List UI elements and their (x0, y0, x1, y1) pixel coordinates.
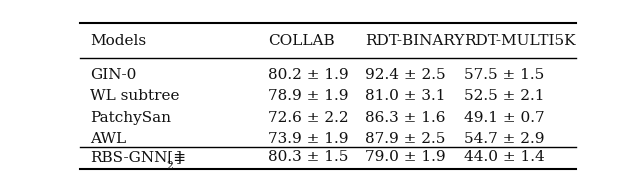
Text: 80.3 ± 1.5: 80.3 ± 1.5 (269, 151, 349, 164)
Text: RBS-GNN[≡: RBS-GNN[≡ (90, 151, 186, 164)
Text: COLLAB: COLLAB (269, 34, 335, 48)
Text: ]: ] (176, 151, 182, 164)
Text: Models: Models (90, 34, 146, 48)
Text: 72.6 ± 2.2: 72.6 ± 2.2 (269, 111, 349, 125)
Text: 73.9 ± 1.9: 73.9 ± 1.9 (269, 132, 349, 146)
Text: 86.3 ± 1.6: 86.3 ± 1.6 (365, 111, 445, 125)
Text: RDT-MULTI5K: RDT-MULTI5K (465, 34, 576, 48)
Text: 54.7 ± 2.9: 54.7 ± 2.9 (465, 132, 545, 146)
Text: 49.1 ± 0.7: 49.1 ± 0.7 (465, 111, 545, 125)
Text: 79.0 ± 1.9: 79.0 ± 1.9 (365, 151, 446, 164)
Text: AWL: AWL (90, 132, 126, 146)
Text: 52.5 ± 2.1: 52.5 ± 2.1 (465, 89, 545, 104)
Text: 87.9 ± 2.5: 87.9 ± 2.5 (365, 132, 445, 146)
Text: 57.5 ± 1.5: 57.5 ± 1.5 (465, 68, 545, 82)
Text: GIN-0: GIN-0 (90, 68, 136, 82)
Text: 78.9 ± 1.9: 78.9 ± 1.9 (269, 89, 349, 104)
Text: 81.0 ± 3.1: 81.0 ± 3.1 (365, 89, 445, 104)
Text: 2: 2 (167, 161, 174, 171)
Text: 44.0 ± 1.4: 44.0 ± 1.4 (465, 151, 545, 164)
Text: PatchySan: PatchySan (90, 111, 171, 125)
Text: WL subtree: WL subtree (90, 89, 179, 104)
Text: RDT-BINARY: RDT-BINARY (365, 34, 465, 48)
Text: 92.4 ± 2.5: 92.4 ± 2.5 (365, 68, 446, 82)
Text: 80.2 ± 1.9: 80.2 ± 1.9 (269, 68, 349, 82)
